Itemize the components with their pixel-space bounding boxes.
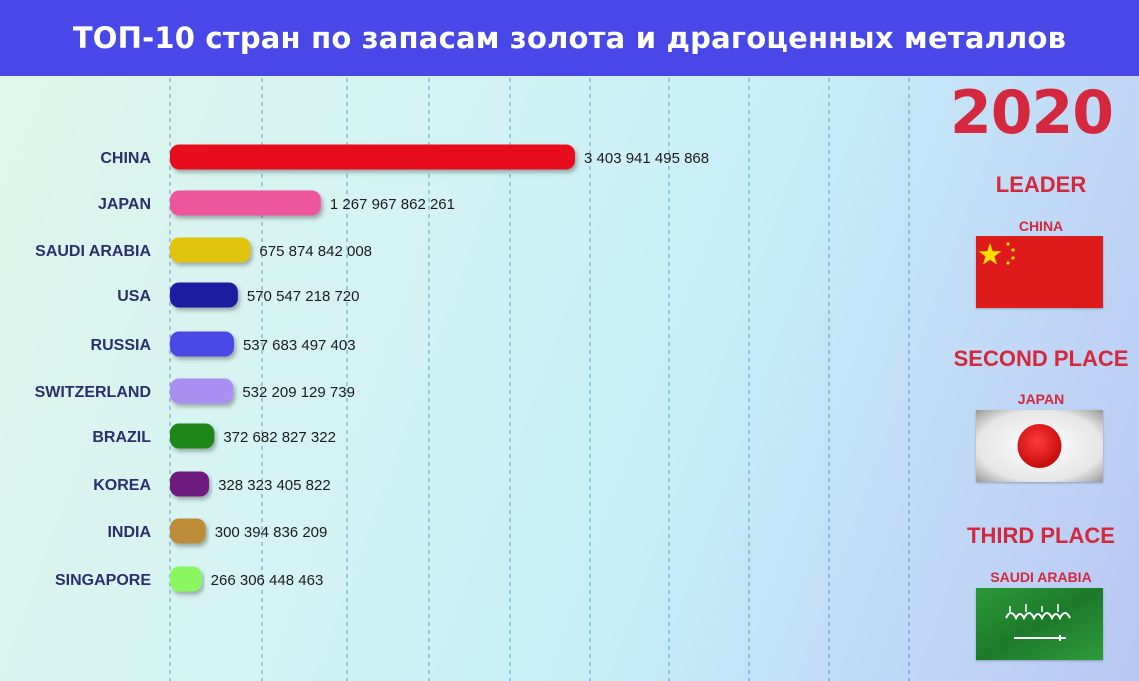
value-label: 266 306 448 463 [211, 572, 324, 589]
japan-flag-icon [976, 410, 1103, 482]
value-label: 675 874 842 008 [259, 243, 372, 260]
second-place-heading: SECOND PLACE [953, 346, 1129, 371]
category-label: SAUDI ARABIA [35, 243, 151, 260]
value-label: 372 682 827 322 [223, 429, 336, 446]
value-label: 300 394 836 209 [215, 524, 328, 541]
leader-heading: LEADER [995, 172, 1087, 197]
category-label: USA [117, 288, 151, 305]
value-label: 570 547 218 720 [247, 288, 360, 305]
year-label: 2020 [950, 78, 1114, 148]
china-flag-icon [976, 236, 1103, 308]
chart-title: ТОП-10 стран по запасам золота и драгоце… [0, 0, 1139, 76]
bar-switzerland [170, 378, 234, 404]
bar-chart: CHINA 3 403 941 495 868 JAPAN 1 267 967 862… [35, 78, 910, 681]
value-label: 1 267 967 862 261 [330, 196, 455, 213]
bars: CHINA 3 403 941 495 868 JAPAN 1 267 967 862… [35, 144, 709, 592]
saudi-arabia-flag-icon [976, 588, 1103, 660]
bar-china [170, 144, 575, 170]
category-label: KOREA [93, 477, 151, 494]
bar-singapore [170, 566, 202, 592]
third-place-heading: THIRD PLACE [967, 523, 1115, 548]
category-label: INDIA [107, 524, 151, 541]
leader-country: CHINA [1018, 218, 1064, 234]
bar-brazil [170, 423, 215, 449]
value-label: 532 209 129 739 [242, 384, 355, 401]
category-label: BRAZIL [92, 429, 151, 446]
bar-japan [170, 190, 321, 216]
third-place-country: SAUDI ARABIA [990, 569, 1092, 585]
value-label: 328 323 405 822 [218, 477, 331, 494]
bar-usa [170, 282, 238, 308]
category-label: CHINA [100, 150, 151, 167]
category-label: JAPAN [98, 196, 151, 213]
bar-korea [170, 471, 210, 497]
value-label: 537 683 497 403 [243, 337, 356, 354]
category-label: SINGAPORE [55, 572, 151, 589]
category-label: SWITZERLAND [35, 384, 151, 401]
bar-india [170, 518, 206, 544]
second-place-country: JAPAN [1017, 391, 1065, 407]
value-label: 3 403 941 495 868 [584, 150, 709, 167]
bar-saudi-arabia [170, 237, 251, 263]
bar-russia [170, 331, 234, 357]
category-label: RUSSIA [91, 337, 152, 354]
